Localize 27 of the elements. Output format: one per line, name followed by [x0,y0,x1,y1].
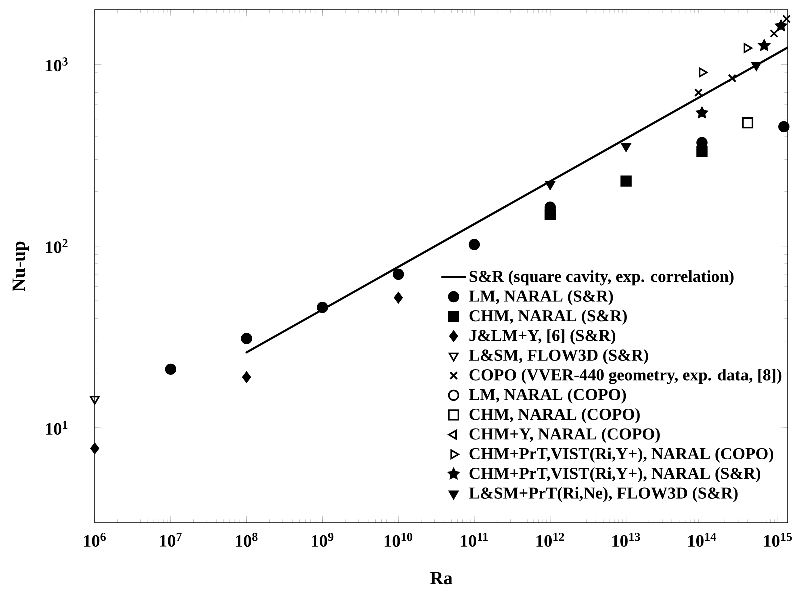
x-tick-label: 10$^{11}$ [461,533,488,548]
legend-label: CHM+PrT,VIST(Ri,Y+), NARAL (COPO) [470,448,774,463]
legend-label: J&LM+Y, [6] (S&R) [470,330,616,345]
legend-label: COPO (VVER-440 geometry, exp. data, [8]) [470,369,782,384]
legend-label: L&SM+PrT(Ri,Ne), FLOW3D (S&R) [469,487,738,502]
legend-label: CHM+PrT,VIST(Ri,Y+), NARAL (S&R) [470,468,760,483]
x-tick-label: 10$^{9}$ [312,533,334,548]
y-tick-label: 10$^{2}$ [46,239,68,254]
x-tick-label: 10$^{14}$ [688,533,716,548]
legend-label: CHM, NARAL (COPO) [470,408,640,424]
legend-label: CHM+Y, NARAL (COPO) [470,428,660,444]
x-tick-label: 10$^{6}$ [84,533,106,548]
y-tick-label: 10$^{3}$ [46,58,68,72]
y-axis-title: Nu-up [12,242,30,292]
legend-label: CHM, NARAL (S&R) [470,310,627,326]
legend-label: LM, NARAL (COPO) [469,388,626,404]
x-axis-title: Ra [430,572,453,585]
x-tick-label: 10$^{8}$ [236,533,258,548]
x-tick-label: 10$^{7}$ [160,533,182,547]
x-tick-label: 10$^{10}$ [384,533,413,548]
x-tick-label: 10$^{12}$ [536,533,564,548]
legend-label: S&R (square cavity, exp. correlation) [470,270,734,286]
x-tick-label: 10$^{15}$ [764,533,792,548]
legend-label: L&SM, FLOW3D (S&R) [469,349,648,364]
y-tick-label: 10$^{1}$ [46,421,68,435]
legend-label: LM, NARAL (S&R) [469,290,614,306]
x-tick-label: 10$^{13}$ [612,533,640,548]
